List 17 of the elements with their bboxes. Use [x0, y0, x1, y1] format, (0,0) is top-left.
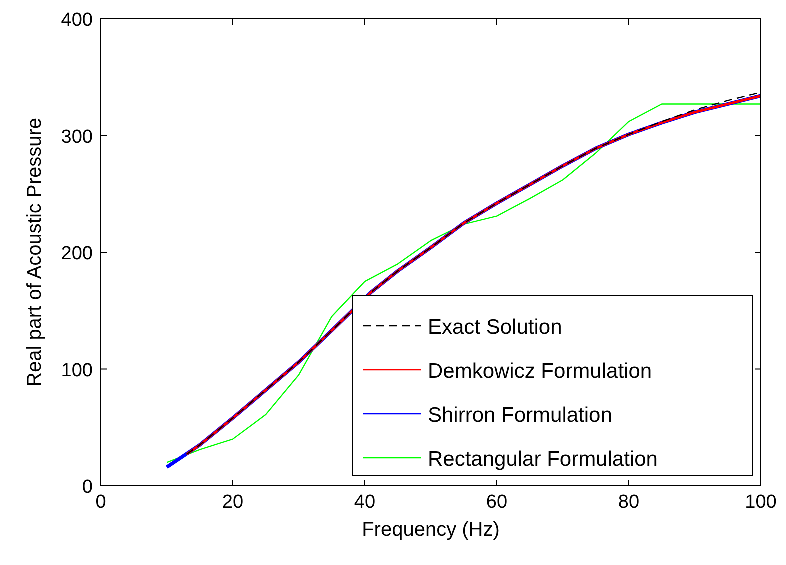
x-tick-label: 100 [745, 492, 777, 513]
y-tick-label: 400 [61, 10, 93, 31]
x-tick-label: 40 [354, 492, 376, 513]
x-tick-label: 20 [222, 492, 244, 513]
x-tick-label: 80 [618, 492, 640, 513]
x-axis-title: Frequency (Hz) [362, 519, 500, 541]
y-tick-label: 0 [82, 477, 93, 498]
x-tick-label: 0 [96, 492, 106, 513]
legend-label: Exact Solution [428, 316, 562, 339]
legend-label: Demkowicz Formulation [428, 360, 652, 383]
legend-label: Rectangular Formulation [428, 448, 658, 471]
y-tick-label: 100 [61, 360, 93, 382]
y-axis-title: Real part of Acoustic Pressure [24, 118, 46, 388]
x-tick-label: 60 [486, 492, 508, 513]
y-tick-label: 300 [61, 126, 93, 148]
legend-label: Shirron Formulation [428, 404, 612, 427]
y-tick-label: 200 [61, 244, 93, 264]
